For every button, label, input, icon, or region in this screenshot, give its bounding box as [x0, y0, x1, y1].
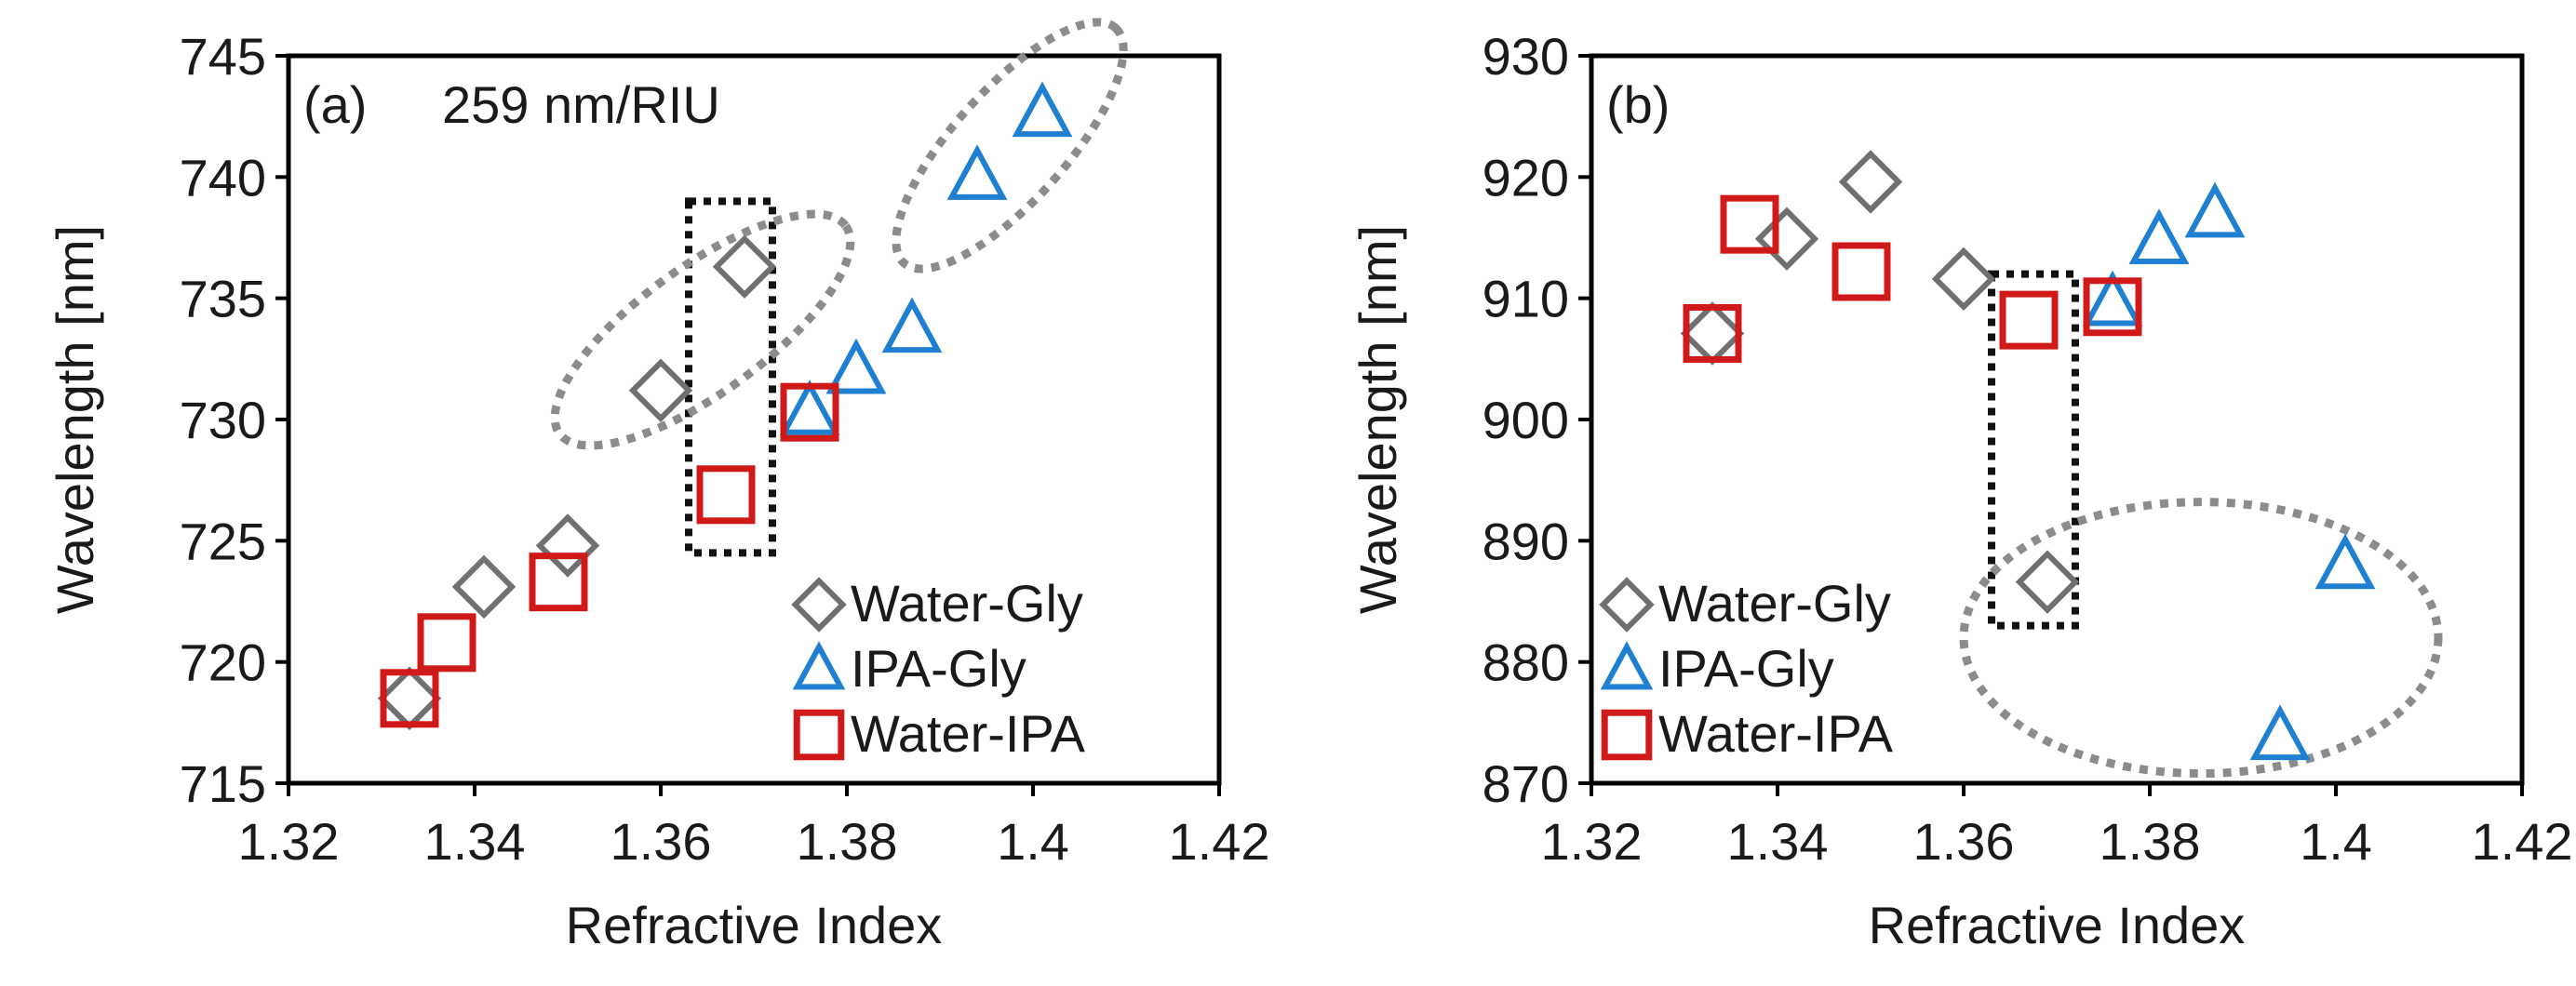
- data-point-triangle: [881, 297, 943, 353]
- y-tick-label: 930: [1483, 27, 1569, 86]
- data-point-triangle: [779, 380, 840, 435]
- y-tick-label: 715: [180, 754, 266, 813]
- data-point-diamond: [2015, 550, 2080, 614]
- data-point-square: [529, 553, 588, 612]
- x-tick-label: 1.42: [1169, 812, 1270, 871]
- y-tick-label: 880: [1483, 633, 1569, 692]
- x-tick-label: 1.36: [1913, 812, 2015, 871]
- panel-label: (a): [303, 75, 367, 134]
- sensitivity-annotation: 259 nm/RIU: [442, 75, 720, 134]
- data-point-triangle: [946, 144, 1008, 200]
- y-tick-label: 870: [1483, 754, 1569, 813]
- data-point-square: [2083, 277, 2142, 337]
- legend-marker-triangle: [1600, 641, 1654, 690]
- x-axis-label: Refractive Index: [1869, 896, 2246, 954]
- series-water-gly: [1680, 150, 2080, 614]
- chart-panel-b: 870 880 890 900 910 920 930 1.32 1.34 1.36 1.38 1.4…: [1348, 27, 2573, 954]
- legend: Water-Gly IPA-Gly Water-IPA: [791, 574, 1086, 763]
- legend-label: Water-Gly: [1658, 574, 1891, 633]
- data-point-square: [1831, 242, 1891, 301]
- legend-marker-square: [1601, 709, 1653, 761]
- data-point-square: [417, 613, 476, 673]
- highlight-ellipse: [1959, 498, 2443, 779]
- series-water-gly: [377, 234, 777, 731]
- highlight-ellipse: [550, 209, 855, 450]
- y-tick-label: 890: [1483, 512, 1569, 570]
- legend: Water-Gly IPA-Gly Water-IPA: [1599, 574, 1894, 763]
- legend-label: Water-Gly: [851, 574, 1083, 633]
- series-ipa-gly: [779, 81, 1073, 435]
- legend-marker-triangle: [792, 641, 846, 690]
- legend-label: IPA-Gly: [851, 639, 1026, 698]
- y-tick-label: 735: [180, 270, 266, 328]
- series-water-ipa: [1683, 194, 2142, 363]
- y-tick-label: 725: [180, 512, 266, 570]
- data-point-square: [780, 382, 839, 442]
- x-tick-label: 1.34: [424, 812, 526, 871]
- data-point-diamond: [377, 666, 442, 731]
- x-tick-label: 1.36: [610, 812, 712, 871]
- chart-panel-a: 715 720 725 730 735 740 745 1.32 1.34 1.36 1.38 1.4…: [46, 18, 1270, 954]
- data-point-diamond: [1754, 207, 1819, 272]
- data-point-triangle: [2249, 704, 2311, 761]
- x-tick-label: 1.38: [797, 812, 898, 871]
- y-tick-label: 910: [1483, 270, 1569, 328]
- legend-marker-diamond: [1599, 577, 1655, 633]
- data-point-triangle: [2082, 270, 2143, 326]
- x-axis-label: Refractive Index: [566, 896, 943, 954]
- data-point-diamond: [1838, 150, 1903, 214]
- y-tick-label: 740: [180, 148, 266, 207]
- highlight-box: [1988, 270, 2079, 630]
- data-point-diamond: [1931, 246, 1996, 312]
- legend-marker-square: [793, 709, 845, 761]
- data-point-diamond: [1680, 301, 1745, 366]
- data-point-triangle: [2184, 181, 2246, 238]
- series-ipa-gly: [2082, 181, 2376, 761]
- data-point-square: [696, 465, 756, 525]
- y-tick-label: 920: [1483, 148, 1569, 207]
- panel-label: (b): [1606, 75, 1670, 134]
- legend-label: IPA-Gly: [1658, 639, 1834, 698]
- data-point-square: [380, 669, 439, 728]
- data-point-square: [1999, 290, 2059, 350]
- x-tick-label: 1.38: [2100, 812, 2201, 871]
- legend-label: Water-IPA: [851, 704, 1086, 763]
- x-tick-label: 1.42: [2472, 812, 2573, 871]
- x-tick-label: 1.4: [2300, 812, 2372, 871]
- legend-marker-diamond: [791, 577, 847, 633]
- data-point-diamond: [451, 554, 517, 620]
- data-point-diamond: [535, 513, 600, 578]
- data-point-diamond: [628, 358, 693, 422]
- y-tick-label: 730: [180, 391, 266, 449]
- x-tick-label: 1.32: [238, 812, 340, 871]
- y-tick-label: 720: [180, 633, 266, 692]
- data-point-square: [1720, 194, 1779, 254]
- data-point-triangle: [2128, 208, 2190, 265]
- series-water-ipa: [380, 382, 839, 728]
- data-point-triangle: [825, 338, 887, 394]
- data-point-square: [1683, 303, 1742, 363]
- x-tick-label: 1.32: [1541, 812, 1643, 871]
- data-point-triangle: [1012, 81, 1073, 138]
- y-tick-label: 900: [1483, 391, 1569, 449]
- data-point-triangle: [2314, 533, 2376, 590]
- x-tick-label: 1.4: [997, 812, 1069, 871]
- y-axis-label: Wavelength [nm]: [1348, 225, 1407, 614]
- y-tick-label: 745: [180, 27, 266, 86]
- highlight-ellipse: [892, 18, 1128, 273]
- data-point-diamond: [712, 234, 777, 300]
- x-tick-label: 1.34: [1727, 812, 1829, 871]
- y-axis-label: Wavelength [nm]: [46, 225, 104, 614]
- highlight-box: [685, 197, 776, 557]
- legend-label: Water-IPA: [1658, 704, 1894, 763]
